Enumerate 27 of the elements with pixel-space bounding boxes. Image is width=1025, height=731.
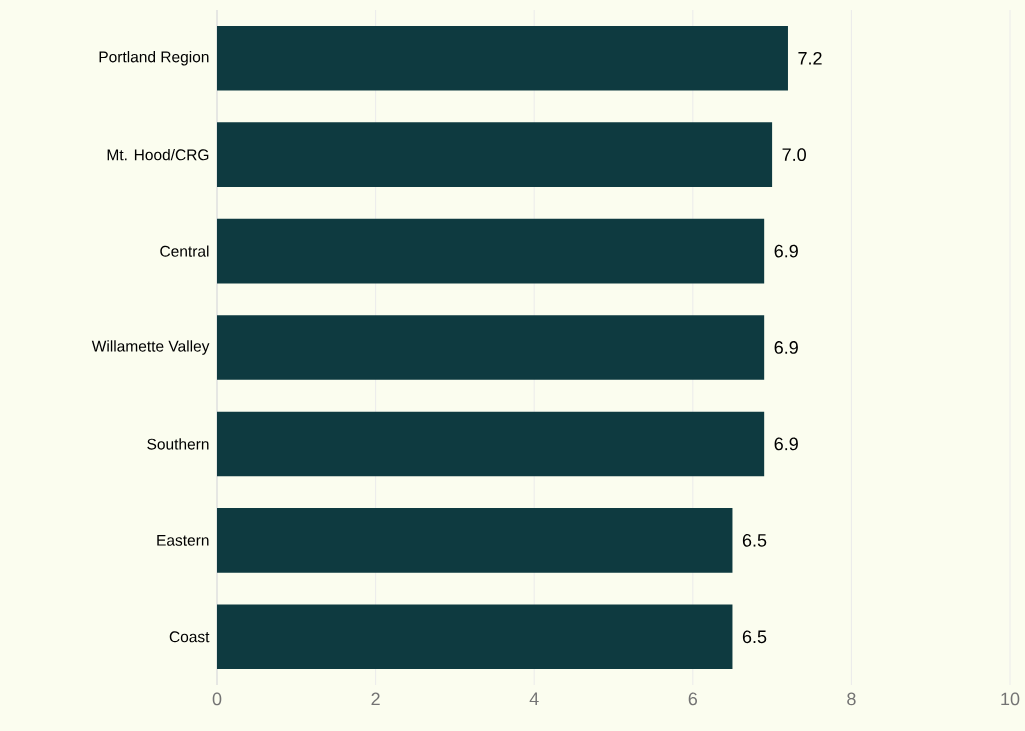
x-tick-label: 0 bbox=[212, 692, 222, 706]
y-tick-label: Portland Region bbox=[99, 51, 209, 66]
y-tick-label: Southern bbox=[147, 438, 209, 450]
y-tick-label: Coast bbox=[169, 631, 210, 643]
data-label: 6.9 bbox=[774, 341, 798, 354]
y-tick-label: Eastern bbox=[157, 534, 209, 546]
y-tick-label: Mt. Hood/CRG bbox=[107, 148, 209, 161]
x-tick-label: 10 bbox=[1001, 692, 1020, 706]
data-label: 6.5 bbox=[742, 533, 767, 547]
x-tick-label: 4 bbox=[529, 692, 539, 705]
data-label: 6.9 bbox=[774, 244, 798, 258]
x-tick-label: 2 bbox=[371, 692, 380, 706]
y-tick-label: Central bbox=[160, 245, 209, 257]
bar bbox=[217, 218, 765, 284]
x-tick-label: 6 bbox=[688, 692, 698, 706]
bar bbox=[217, 411, 765, 477]
bar bbox=[217, 122, 773, 187]
bar bbox=[217, 25, 788, 91]
data-label: 7.2 bbox=[798, 51, 822, 65]
data-label: 7.0 bbox=[782, 148, 806, 162]
bar bbox=[217, 604, 733, 670]
bar bbox=[217, 508, 733, 573]
x-tick-label: 8 bbox=[847, 692, 856, 706]
data-label: 6.5 bbox=[742, 630, 767, 644]
data-label: 6.9 bbox=[774, 437, 798, 451]
bar bbox=[217, 315, 765, 380]
y-tick-label: Willamette Valley bbox=[91, 340, 210, 355]
